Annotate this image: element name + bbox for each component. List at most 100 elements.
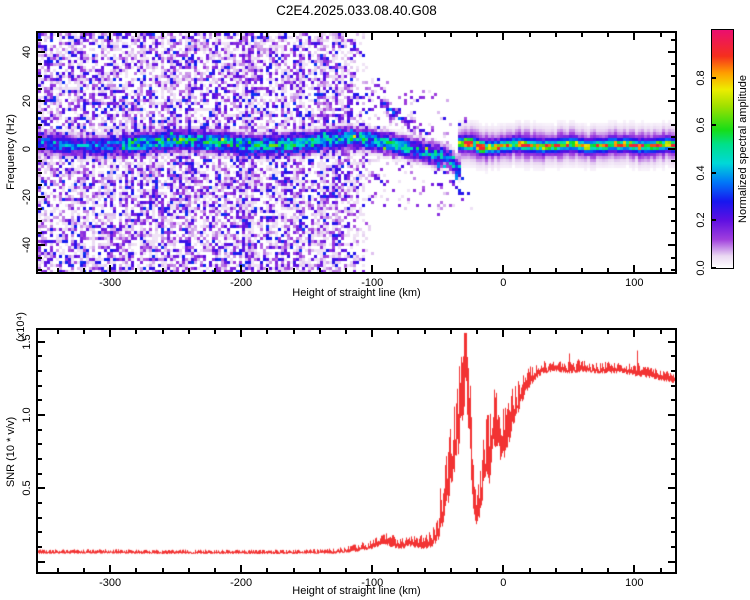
axis-tick <box>266 33 268 37</box>
colorbar-tick <box>712 219 716 222</box>
axis-tick <box>38 370 42 372</box>
axis-tick <box>319 268 321 272</box>
axis-tick <box>633 265 635 272</box>
axis-tick <box>214 568 216 572</box>
axis-tick <box>581 268 583 272</box>
axis-tick <box>109 330 111 337</box>
axis-tick <box>424 568 426 572</box>
axis-tick <box>266 330 268 334</box>
colorbar-tick <box>712 76 716 79</box>
axis-tick <box>135 568 137 572</box>
axis-tick <box>671 172 675 174</box>
axis-tick <box>581 33 583 37</box>
axis-tick <box>671 370 675 372</box>
axis-tick <box>38 385 42 387</box>
colorbar <box>711 29 734 269</box>
axis-tick <box>668 196 675 198</box>
axis-tick <box>135 330 137 334</box>
axis-tick <box>109 565 111 572</box>
axis-tick <box>502 565 504 572</box>
axis-tick <box>38 100 45 102</box>
axis-tick <box>671 517 675 519</box>
axis-tick <box>397 268 399 272</box>
axis-tick <box>671 232 675 234</box>
axis-tick <box>671 546 675 548</box>
axis-tick <box>38 546 42 548</box>
axis-tick <box>450 568 452 572</box>
axis-tick <box>671 208 675 210</box>
colorbar-tick <box>712 267 716 269</box>
axis-tick <box>188 268 190 272</box>
axis-tick <box>450 33 452 37</box>
axis-tick <box>162 330 164 334</box>
axis-tick <box>671 63 675 65</box>
axis-tick <box>38 232 42 234</box>
axis-tick <box>371 330 373 337</box>
axis-tick <box>38 517 42 519</box>
axis-tick <box>555 33 557 37</box>
axis-tick <box>57 268 59 272</box>
axis-tick <box>607 33 609 37</box>
axis-tick <box>83 568 85 572</box>
axis-tick <box>345 268 347 272</box>
axis-tick <box>38 443 42 445</box>
snr-y-axis-title: SNR (10 * v/v) <box>5 416 17 488</box>
axis-tick <box>529 568 531 572</box>
y-tick-label: 0 <box>21 145 33 152</box>
axis-tick <box>38 458 42 460</box>
axis-tick <box>38 148 45 150</box>
axis-tick <box>671 385 675 387</box>
axis-tick <box>671 458 675 460</box>
axis-tick <box>240 33 242 40</box>
axis-tick <box>660 268 662 272</box>
axis-tick <box>668 561 675 563</box>
colorbar-tick <box>712 171 716 174</box>
axis-tick <box>38 487 45 489</box>
axis-tick <box>319 568 321 572</box>
axis-tick <box>671 502 675 504</box>
axis-tick <box>38 184 42 186</box>
axis-tick <box>38 63 42 65</box>
axis-tick <box>319 330 321 334</box>
colorbar-tick-label: 0.0 <box>695 260 707 276</box>
axis-tick <box>293 33 295 37</box>
axis-tick <box>38 75 42 77</box>
axis-tick <box>345 33 347 37</box>
colorbar-tick-label: 0.4 <box>695 165 707 181</box>
y-tick-label: 20 <box>21 94 33 107</box>
axis-tick <box>555 330 557 334</box>
axis-tick <box>109 265 111 272</box>
axis-tick <box>450 268 452 272</box>
axis-tick <box>57 568 59 572</box>
axis-tick <box>660 33 662 37</box>
spectrogram-image <box>38 33 675 272</box>
axis-tick <box>424 33 426 37</box>
y-tick-label: 1.5 <box>21 334 33 350</box>
axis-tick <box>371 565 373 572</box>
axis-tick <box>607 330 609 334</box>
axis-tick <box>162 568 164 572</box>
axis-tick <box>83 268 85 272</box>
axis-tick <box>188 33 190 37</box>
colorbar-tick-label: 0.8 <box>695 69 707 86</box>
axis-tick <box>476 568 478 572</box>
axis-tick <box>240 265 242 272</box>
axis-tick <box>345 568 347 572</box>
axis-tick <box>671 39 675 41</box>
axis-tick <box>671 136 675 138</box>
axis-tick <box>188 330 190 334</box>
axis-tick <box>633 565 635 572</box>
x-tick-label: -200 <box>230 577 253 589</box>
axis-tick <box>529 330 531 334</box>
axis-tick <box>476 330 478 334</box>
x-tick-label: -200 <box>230 277 253 289</box>
axis-tick <box>57 330 59 334</box>
axis-tick <box>668 51 675 53</box>
axis-tick <box>555 268 557 272</box>
axis-tick <box>38 208 42 210</box>
y-tick-label: 1.0 <box>21 407 33 423</box>
axis-tick <box>671 399 675 401</box>
x-tick-label: -300 <box>99 577 122 589</box>
axis-tick <box>668 244 675 246</box>
